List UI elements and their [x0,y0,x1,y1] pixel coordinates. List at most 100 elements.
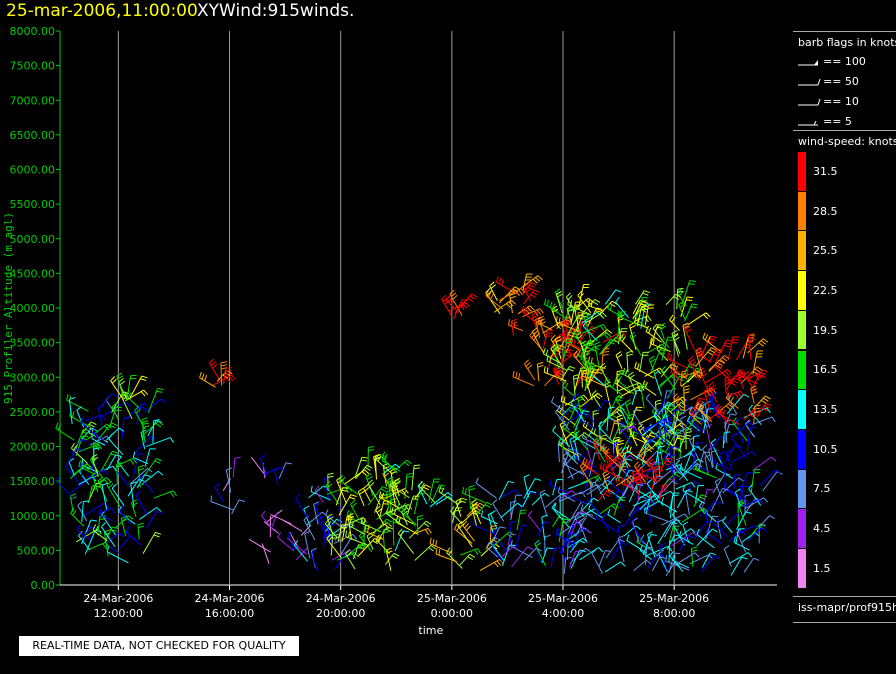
wind-barb [702,448,711,462]
wind-barb [274,470,279,486]
wind-barb-flag [660,325,667,330]
wind-barb-flag [674,395,680,401]
wind-barb-flag [140,429,147,433]
wind-barb [99,514,113,522]
wind-barb-flag [515,489,520,495]
wind-barb [538,319,547,340]
wind-barb [69,399,73,425]
wind-barb-flag [94,526,99,532]
wind-barb [582,361,593,379]
wind-barb-flag [589,463,593,470]
wind-barb [374,456,377,480]
wind-barb [614,382,632,394]
wind-barb-flag [723,481,727,488]
wind-barb [574,437,596,449]
wind-barb [277,537,295,552]
wind-barb-flag [573,373,580,377]
wind-barb-flag [761,369,768,373]
wind-barb [106,484,121,507]
wind-barb-flag [348,519,352,526]
wind-barb [126,375,132,401]
wind-barb [639,352,644,373]
wind-barb-flag [369,482,375,487]
wind-barb [652,328,665,344]
wind-barb [743,409,754,421]
wind-barb-flag [615,289,622,293]
wind-barb [744,375,756,393]
wind-barb-flag [685,434,692,437]
wind-barb [702,408,709,434]
wind-barb [759,469,776,486]
wind-barb [657,480,673,498]
wind-barb [752,456,772,471]
wind-barb-flag [386,550,393,554]
wind-barb-flag [650,358,656,363]
wind-barb-flag [140,378,147,381]
barb-cluster [485,273,544,336]
wind-barb-flag [565,557,572,559]
wind-barb-flag [564,335,570,340]
x-axis-title: time [418,624,443,637]
wind-barb [721,513,738,530]
legend-speed-swatch [798,310,806,350]
wind-barb [310,491,331,501]
wind-barb-flag [742,371,746,378]
wind-barb-flag [428,547,434,552]
wind-barb-flag [694,481,701,485]
wind-barb-flag [375,505,381,511]
wind-barb [748,488,762,506]
wind-barb [498,286,516,304]
wind-barb [289,531,300,549]
wind-barb [628,496,642,517]
wind-barb-flag [511,321,518,325]
wind-barb-flag [662,412,669,416]
wind-barb [557,410,576,425]
wind-barb-flag [462,487,465,494]
wind-barb [673,560,690,569]
wind-barb [653,373,663,396]
wind-barb-flag [530,281,537,286]
wind-barb [417,485,428,505]
wind-barb [601,517,610,532]
wind-barb [739,486,745,506]
wind-barb [81,526,92,541]
wind-barb-flag [406,476,413,478]
wind-barb-flag [303,505,310,510]
wind-barb-flag [465,301,470,308]
y-tick-label: 6000.00 [10,164,56,177]
wind-barb [125,389,144,402]
wind-barb [345,536,370,547]
wind-barb-flag [617,446,623,453]
wind-barb-flag [634,316,637,323]
wind-barb [418,485,436,504]
wind-barb [636,471,657,481]
wind-barb [617,315,640,327]
wind-barb-flag [634,361,637,368]
wind-barb-flag [711,388,717,394]
wind-barb-flag [716,412,723,417]
wind-barb-flag [606,332,612,338]
wind-barb [323,478,331,503]
wind-barb [378,500,385,519]
barb-cluster [199,358,236,388]
wind-barb [97,407,103,428]
wind-barb-flag [593,441,600,446]
wind-barb [758,515,770,528]
wind-barb [263,466,282,475]
wind-barb-flag [574,437,581,441]
wind-barb [579,524,593,534]
wind-barb-flag [468,488,476,491]
wind-barb-flag [360,459,367,462]
wind-barb-flag [588,340,595,342]
wind-barb-flag [635,409,642,412]
wind-barb-flag [427,528,432,534]
wind-barb-flag [102,543,107,549]
wind-barb-flag [633,471,639,477]
wind-barb-flag [418,480,423,487]
wind-barb-flag [716,348,723,352]
wind-barb [152,420,155,444]
wind-barb-flag [469,295,476,300]
wind-barb [354,457,363,478]
wind-barb-flag [636,480,643,485]
x-tick-date: 24-Mar-2006 [306,592,376,605]
